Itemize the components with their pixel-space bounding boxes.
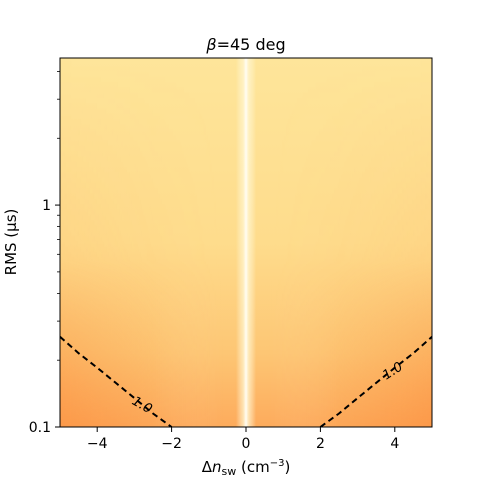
- x-axis: −4 −2 0 2 4: [87, 427, 399, 452]
- x-axis-label: Δnsw (cm−3): [202, 458, 291, 478]
- y-tick-label-0: 0.1: [29, 420, 51, 436]
- contour-0-branch-1: [319, 336, 432, 427]
- x-tick-label-2: 0: [242, 436, 251, 452]
- heatmap-image: [60, 58, 432, 427]
- contour-0-branch-0: [60, 336, 173, 427]
- x-tick-label-4: 4: [390, 436, 399, 452]
- x-tick-label-1: −2: [161, 436, 182, 452]
- y-tick-label-1: 1: [42, 198, 51, 214]
- x-tick-label-0: −4: [87, 436, 108, 452]
- contour-lines: [60, 336, 432, 427]
- chart-title: β=45 deg: [205, 35, 285, 54]
- y-axis-label: RMS (μs): [2, 209, 20, 276]
- x-tick-label-3: 2: [316, 436, 325, 452]
- y-axis: 0.11: [29, 71, 60, 436]
